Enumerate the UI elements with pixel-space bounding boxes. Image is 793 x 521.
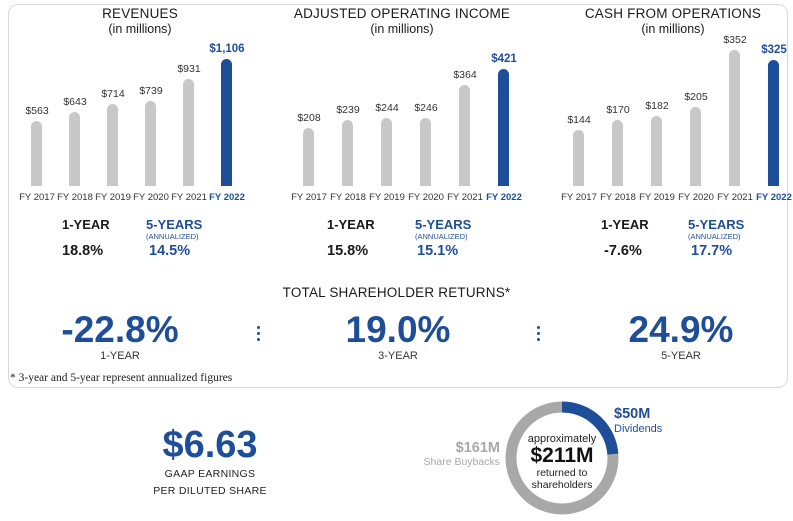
eps-label-line1: GAAP EARNINGS [164, 468, 256, 480]
x-tick-label: FY 2019 [639, 192, 675, 203]
x-tick-label: FY 2020 [678, 192, 714, 203]
bar-value-label: $931 [177, 63, 201, 76]
chart-subtitle: (in millions) [108, 22, 172, 36]
bar-5 [498, 69, 509, 186]
growth-1year-value: -7.6% [604, 243, 642, 259]
x-tick-label: FY 2017 [291, 192, 327, 203]
x-tick-label: FY 2022 [756, 192, 792, 203]
divider-dots [537, 326, 541, 344]
buyback-value: $161M [455, 440, 500, 456]
x-tick-label: FY 2022 [486, 192, 522, 203]
eps-label: GAAP EARNINGS PER DILUTED SHARE [110, 466, 310, 500]
x-tick-label: FY 2018 [330, 192, 366, 203]
x-tick-label: FY 2022 [209, 192, 245, 203]
bar-5 [221, 59, 232, 186]
growth-1year-label: 1-YEAR [62, 217, 110, 232]
growth-5year-label: 5-YEARS [146, 217, 203, 232]
chart-title: ADJUSTED OPERATING INCOME [293, 6, 511, 21]
bar-2 [107, 104, 118, 186]
bar-0 [31, 121, 42, 186]
annualized-note: (ANNUALIZED) [415, 232, 468, 241]
x-tick-label: FY 2018 [600, 192, 636, 203]
tsr-3year-label: 3-YEAR [378, 350, 418, 362]
growth-5year-label: 5-YEARS [415, 217, 472, 232]
chart-subtitle: (in millions) [641, 22, 705, 36]
bar-value-label: $739 [139, 85, 163, 98]
bar-value-label: $364 [453, 68, 477, 81]
bar-value-label: $244 [375, 102, 399, 115]
bar-value-label: $563 [25, 105, 49, 118]
growth-5year-value: 17.7% [691, 243, 733, 259]
bar-1 [612, 120, 623, 186]
bar-value-label: $170 [606, 104, 630, 117]
bar-value-label: $325 [761, 44, 787, 57]
growth-5year-value: 15.1% [417, 243, 459, 259]
growth-1year-value: 15.8% [327, 243, 369, 259]
bar-4 [183, 79, 194, 186]
growth-1year-value: 18.8% [62, 243, 104, 259]
bar-value-label: $643 [63, 96, 87, 109]
bar-value-label: $205 [684, 90, 708, 103]
donut-line3: shareholders [531, 479, 593, 491]
x-tick-label: FY 2021 [717, 192, 753, 203]
x-tick-label: FY 2021 [447, 192, 483, 203]
tsr-5year-label: 5-YEAR [661, 350, 701, 362]
chart-title: REVENUES [102, 6, 178, 21]
bar-4 [459, 84, 470, 186]
bar-value-label: $208 [297, 112, 321, 125]
bar-3 [420, 117, 431, 186]
bar-5 [768, 60, 779, 186]
tsr-3year-value: 19.0% [345, 309, 451, 350]
bar-value-label: $1,106 [209, 43, 245, 55]
x-tick-label: FY 2018 [57, 192, 93, 203]
bar-3 [690, 106, 701, 186]
bar-2 [381, 118, 392, 186]
growth-1year-label: 1-YEAR [327, 217, 375, 232]
bar-value-label: $246 [414, 101, 438, 114]
bar-3 [145, 101, 156, 186]
metrics-panel [8, 4, 788, 388]
bar-1 [69, 112, 80, 186]
bar-value-label: $421 [491, 53, 517, 65]
donut-amount: $211M [530, 444, 594, 467]
x-tick-label: FY 2019 [369, 192, 405, 203]
dividends-label: Dividends [614, 423, 663, 435]
bar-0 [573, 130, 584, 186]
x-tick-label: FY 2017 [561, 192, 597, 203]
bar-1 [342, 119, 353, 186]
annualized-note: (ANNUALIZED) [146, 232, 199, 241]
donut-line2: returned to [536, 467, 588, 479]
donut-center-text: approximately $211M returned to sharehol… [512, 433, 612, 491]
bar-value-label: $352 [723, 34, 747, 46]
dividends-value: $50M [614, 406, 651, 422]
bar-value-label: $182 [645, 99, 669, 112]
eps-value: $6.63 [162, 424, 258, 466]
footnote: * 3-year and 5-year represent annualized… [10, 372, 233, 384]
tsr-5year-value: 24.9% [628, 309, 734, 350]
growth-5year-value: 14.5% [149, 243, 191, 259]
buyback-label: Share Buybacks [423, 456, 500, 468]
x-tick-label: FY 2020 [408, 192, 444, 203]
tsr-1year-value: -22.8% [61, 309, 179, 350]
annualized-note: (ANNUALIZED) [688, 232, 741, 241]
bar-value-label: $144 [567, 114, 591, 127]
bar-4 [729, 50, 740, 186]
chart-subtitle: (in millions) [370, 22, 434, 36]
x-tick-label: FY 2021 [171, 192, 207, 203]
x-tick-label: FY 2017 [19, 192, 55, 203]
x-tick-label: FY 2020 [133, 192, 169, 203]
divider-dots [257, 326, 261, 344]
tsr-title: TOTAL SHAREHOLDER RETURNS* [282, 285, 511, 300]
chart-title: CASH FROM OPERATIONS [584, 6, 762, 21]
eps-label-line2: PER DILUTED SHARE [153, 485, 267, 497]
x-tick-label: FY 2019 [95, 192, 131, 203]
tsr-1year-label: 1-YEAR [100, 350, 140, 362]
bar-value-label: $714 [101, 88, 125, 100]
growth-1year-label: 1-YEAR [601, 217, 649, 232]
donut-top-text: approximately [527, 433, 597, 445]
bar-2 [651, 115, 662, 186]
growth-5year-label: 5-YEARS [688, 217, 745, 232]
bar-value-label: $239 [336, 103, 360, 116]
bar-0 [303, 128, 314, 186]
